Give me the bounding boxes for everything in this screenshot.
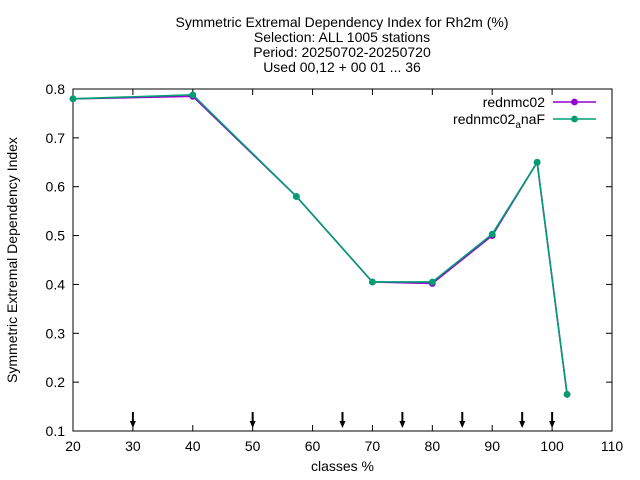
class-marker-arrow xyxy=(129,421,136,428)
x-tick-label: 90 xyxy=(484,438,500,454)
series-lines xyxy=(69,91,571,398)
data-point xyxy=(488,230,496,238)
title-line-2: Selection: ALL 1005 stations xyxy=(254,29,430,45)
y-tick-label: 0.3 xyxy=(46,325,66,341)
legend-swatch-point xyxy=(571,115,578,123)
y-tick-label: 0.8 xyxy=(46,81,66,97)
class-marker-arrow xyxy=(549,421,556,428)
y-axis: 0.1 0.2 0.3 0.4 0.5 0.6 0.7 0.8 xyxy=(46,81,612,439)
data-point xyxy=(563,390,571,398)
series-line xyxy=(72,94,568,395)
x-tick-label: 110 xyxy=(601,438,624,454)
y-tick-label: 0.6 xyxy=(46,179,66,195)
class-markers xyxy=(129,412,556,428)
class-marker-arrow xyxy=(399,421,406,428)
y-tick-label: 0.5 xyxy=(46,228,66,244)
data-point xyxy=(533,158,541,166)
class-marker-arrow xyxy=(339,421,346,428)
x-tick-label: 50 xyxy=(245,438,261,454)
class-marker-arrow xyxy=(249,421,256,428)
data-point xyxy=(369,278,376,286)
x-tick-label: 70 xyxy=(365,438,381,454)
plot-area-frame xyxy=(72,88,613,432)
x-tick-label: 30 xyxy=(125,438,141,454)
title-line-4: Used 00,12 + 00 01 ... 36 xyxy=(263,59,421,75)
class-marker-arrow xyxy=(459,421,466,428)
data-point xyxy=(428,278,436,286)
series-line xyxy=(72,95,568,395)
data-point xyxy=(69,95,77,103)
x-tick-label: 40 xyxy=(185,438,201,454)
title-line-1: Symmetric Extremal Dependency Index for … xyxy=(176,14,509,30)
y-tick-label: 0.4 xyxy=(46,276,66,292)
x-tick-label: 80 xyxy=(425,438,441,454)
class-marker-arrow xyxy=(519,421,526,428)
data-point xyxy=(189,91,197,99)
y-tick-label: 0.2 xyxy=(46,374,66,390)
legend-label: rednmc02anaF xyxy=(453,111,545,131)
x-tick-label: 20 xyxy=(65,438,81,454)
title-line-3: Period: 20250702-20250720 xyxy=(253,44,431,60)
x-axis: 20 30 40 50 60 70 80 90 100 110 xyxy=(65,89,623,454)
x-axis-label: classes % xyxy=(311,458,374,474)
legend-label: rednmc02 xyxy=(483,94,545,110)
y-tick-label: 0.1 xyxy=(46,423,66,439)
y-tick-label: 0.7 xyxy=(46,130,66,146)
y-axis-label: Symmetric Extremal Dependency Index xyxy=(4,137,20,383)
data-point xyxy=(292,193,300,200)
chart-title: Symmetric Extremal Dependency Index for … xyxy=(176,14,509,75)
x-tick-label: 60 xyxy=(305,438,321,454)
x-tick-label: 100 xyxy=(540,438,564,454)
legend-swatch-point xyxy=(571,98,578,106)
